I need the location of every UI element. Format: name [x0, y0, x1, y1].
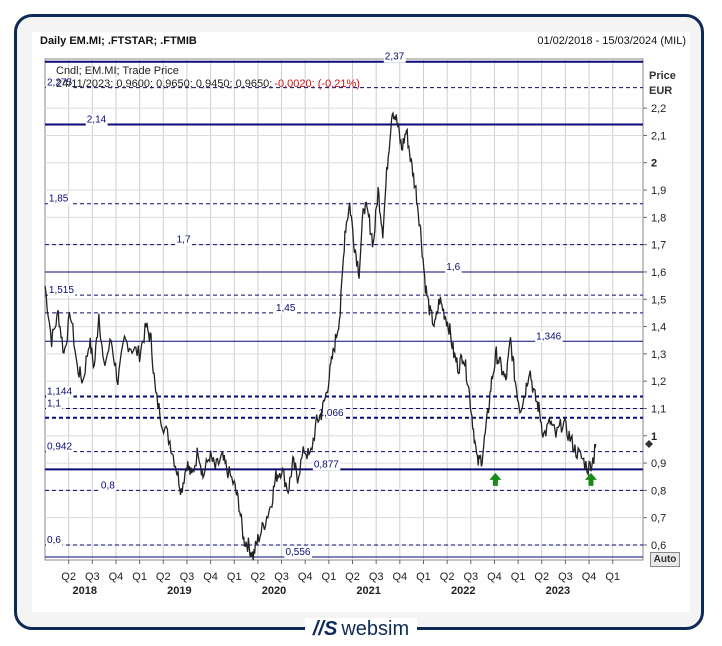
x-year-label: 2020	[262, 585, 286, 597]
x-year-label: 2019	[167, 585, 191, 597]
x-quarter-label: Q1	[605, 571, 620, 583]
x-quarter-label: Q2	[61, 571, 76, 583]
green-up-arrow-icon	[489, 472, 502, 486]
level-label-bg	[312, 459, 341, 471]
level-label-bg	[99, 480, 117, 492]
auto-scale-button[interactable]: Auto	[650, 552, 680, 567]
y-axis-title: Price	[649, 70, 676, 82]
last-price-marker-icon	[645, 439, 653, 448]
level-label: 0,6	[47, 535, 61, 546]
level-label: 2,275	[47, 78, 72, 89]
x-quarter-label: Q4	[203, 571, 218, 583]
websim-logo-icon: //S	[312, 618, 338, 640]
level-label: 1,7	[177, 235, 191, 246]
price-series-line	[44, 111, 597, 561]
x-quarter-label: Q2	[345, 571, 360, 583]
x-quarter-label: Q4	[298, 571, 313, 583]
y-tick-label: 0,9	[651, 458, 666, 470]
level-label-bg	[317, 407, 346, 419]
level-label: 0,942	[47, 442, 72, 453]
level-label: 2,37	[385, 52, 405, 63]
level-label: 1,45	[276, 303, 296, 314]
level-label: 1,066	[319, 408, 344, 419]
x-quarter-label: Q1	[227, 571, 242, 583]
level-label: 0,8	[101, 480, 115, 491]
x-quarter-label: Q1	[416, 571, 431, 583]
level-label-bg	[274, 302, 297, 314]
level-label-bg	[535, 331, 563, 343]
level-label-bg	[46, 398, 63, 410]
level-label: 1,6	[446, 262, 460, 273]
y-tick-label: 1,1	[651, 403, 666, 415]
y-tick-label: 1,3	[651, 349, 666, 361]
x-quarter-label: Q3	[85, 571, 100, 583]
level-label: 1,515	[49, 285, 74, 296]
x-quarter-label: Q2	[156, 571, 171, 583]
level-label-bg	[47, 193, 70, 205]
x-quarter-label: Q2	[251, 571, 266, 583]
x-year-label: 2018	[72, 585, 96, 597]
y-tick-label: 1,9	[651, 185, 666, 197]
x-quarter-label: Q1	[511, 571, 526, 583]
level-label-bg	[46, 77, 74, 89]
x-year-label: 2023	[546, 585, 570, 597]
y-tick-label: 1,4	[651, 322, 666, 334]
level-label-bg	[46, 441, 74, 453]
chart-title: Daily EM.MI; .FTSTAR; .FTMIB	[40, 35, 197, 47]
x-quarter-label: Q3	[180, 571, 195, 583]
legend-series: Cndl; EM.MI; Trade Price	[56, 65, 179, 77]
y-tick-label: 1,8	[651, 212, 666, 224]
y-tick-label: 1,7	[651, 240, 666, 252]
y-tick-label: 2,2	[651, 103, 666, 115]
date-range: 01/02/2018 - 15/03/2024 (MIL)	[537, 35, 686, 47]
brand-name: websim	[341, 618, 410, 640]
x-quarter-label: Q2	[534, 571, 549, 583]
level-label-bg	[46, 386, 74, 398]
green-up-arrow-icon	[584, 472, 597, 486]
x-quarter-label: Q3	[369, 571, 384, 583]
x-quarter-label: Q4	[487, 571, 502, 583]
legend-ohlc: 24/11/2023; 0,9600; 0,9650; 0,9450; 0,96…	[56, 78, 272, 90]
y-tick-label: 2,1	[651, 130, 666, 142]
legend-change: -0,0020; (-0,21%)	[274, 78, 360, 90]
level-label: 1,1	[47, 398, 61, 409]
x-year-label: 2022	[451, 585, 475, 597]
level-label-bg	[47, 285, 76, 297]
x-year-label: 2021	[356, 585, 380, 597]
plot-area	[44, 58, 644, 561]
level-label-bg	[46, 534, 63, 546]
y-tick-label: 1,6	[651, 267, 666, 279]
x-quarter-label: Q3	[558, 571, 573, 583]
level-label-bg	[383, 51, 406, 63]
brand-footer: //S websim	[0, 618, 722, 644]
x-quarter-label: Q4	[392, 571, 407, 583]
y-tick-label: 0,6	[651, 540, 666, 552]
level-label: 1,144	[47, 386, 72, 397]
level-label-bg	[85, 114, 108, 126]
x-quarter-label: Q1	[132, 571, 147, 583]
x-quarter-label: Q4	[109, 571, 124, 583]
y-axis-unit: EUR	[649, 85, 672, 97]
x-quarter-label: Q3	[274, 571, 289, 583]
x-quarter-label: Q4	[582, 571, 597, 583]
x-quarter-label: Q1	[322, 571, 337, 583]
level-label: 0,877	[314, 459, 339, 470]
level-label: 1,346	[536, 331, 561, 342]
y-tick-label: 2	[651, 158, 657, 170]
y-tick-label: 0,8	[651, 485, 666, 497]
x-quarter-label: Q2	[440, 571, 455, 583]
y-tick-label: 0,7	[651, 513, 666, 525]
level-label-bg	[175, 234, 192, 246]
y-tick-label: 1,2	[651, 376, 666, 388]
y-tick-label: 1	[651, 431, 657, 443]
x-quarter-label: Q3	[463, 571, 478, 583]
level-label: 1,85	[49, 194, 69, 205]
level-label: 2,14	[87, 115, 107, 126]
level-label-bg	[284, 546, 312, 558]
level-label: 0,556	[285, 547, 310, 558]
level-label-bg	[445, 261, 462, 273]
y-tick-label: 1,5	[651, 294, 666, 306]
